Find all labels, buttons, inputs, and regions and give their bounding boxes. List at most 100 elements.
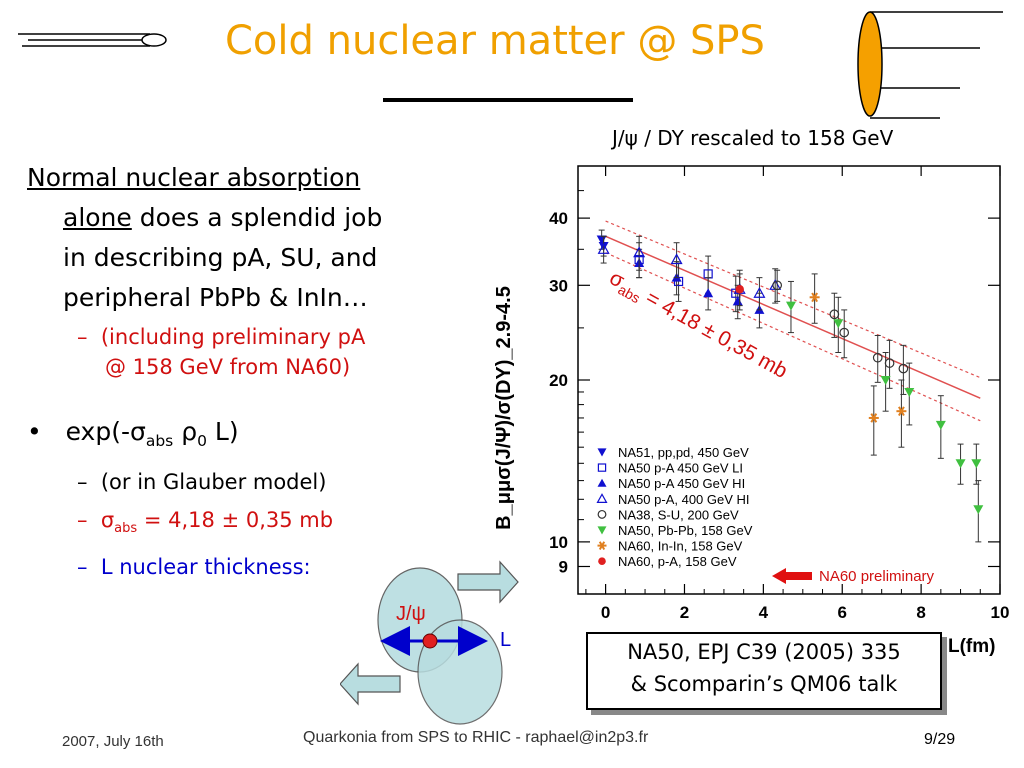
data-point (935, 420, 946, 430)
subbullet-text-4: L nuclear thickness: (100, 555, 311, 580)
data-point (955, 459, 966, 469)
data-point (839, 327, 850, 338)
data-point (633, 246, 646, 258)
fit-band-upper (605, 220, 981, 379)
sigma-value: = 4,18 ± 0,35 mb (137, 508, 334, 532)
dash-marker: – (77, 470, 88, 494)
data-point (833, 319, 844, 329)
data-point (809, 292, 820, 303)
fit-label: σabs = 4,18 ± 0,35 mb (604, 266, 791, 385)
legend-label: NA50 p-A, 400 GeV HI (618, 492, 750, 507)
underlined-text-2: alone (63, 203, 132, 232)
legend-marker (598, 557, 606, 566)
series-0 (596, 229, 609, 257)
nucleus-decoration-right (857, 11, 1003, 119)
footer-date: 2007, July 16th (62, 733, 164, 750)
data-point (596, 235, 607, 245)
sigma-sub: abs (114, 521, 138, 537)
bullet-marker: • (27, 417, 42, 446)
data-point (971, 459, 982, 469)
data-point (670, 253, 683, 265)
data-point (785, 301, 796, 311)
data-point (872, 352, 883, 363)
subbullet-thickness: – L nuclear thickness: (27, 552, 477, 582)
na60-arrow (772, 568, 812, 584)
reference-box: NA50, EPJ C39 (2005) 335 & Scomparin’s Q… (586, 632, 942, 710)
dash-marker: – (77, 325, 88, 349)
thickness-diagram: J/ψ L (340, 560, 519, 725)
legend-marker (596, 493, 608, 503)
y-axis-label: B_μμσ(J/Ψ)/σ(DY)_2.9-4.5 (493, 286, 515, 530)
fit-label-value: = 4,18 ± 0,35 mb (637, 283, 791, 383)
x-tick-label: 0 (601, 603, 610, 622)
data-point (904, 387, 915, 397)
na60-annotation-text: NA60 preliminary (819, 568, 935, 585)
legend-marker (597, 541, 607, 550)
legend-label: NA50 p-A 450 GeV HI (618, 476, 745, 491)
data-point (772, 280, 783, 291)
comet-decoration-left (18, 33, 167, 47)
legend-label: NA50 p-A 450 GeV LI (618, 461, 743, 476)
y-tick-label: 20 (549, 371, 568, 390)
jpsi-dot (422, 633, 438, 649)
y-tick-label: 40 (549, 209, 568, 228)
bullet-text-3: peripheral PbPb & InIn… (63, 283, 368, 312)
fit-band-lower (605, 252, 981, 422)
legend-label: NA38, S-U, 200 GeV (618, 507, 739, 522)
legend-label: NA60, p-A, 158 GeV (618, 554, 737, 569)
legend-label: NA51, pp,pd, 450 GeV (618, 445, 749, 460)
dash-marker: – (77, 508, 88, 532)
formula-post: L) (206, 417, 239, 446)
subbullet-sigma: – σabs = 4,18 ± 0,35 mb (27, 505, 477, 544)
data-point (703, 288, 714, 298)
decoration-graphics (18, 11, 1003, 119)
sigma-symbol: σ (100, 508, 115, 532)
legend-marker (597, 478, 607, 487)
dash-marker: – (77, 555, 88, 580)
legend-marker (597, 526, 607, 535)
data-point (597, 243, 610, 254)
subbullet-preliminary: – (including preliminary pA @ 158 GeV fr… (27, 322, 477, 382)
na60-annotation: NA60 preliminary (772, 568, 935, 585)
footer-center-text: Quarkonia from SPS to RHIC - raphael@in2… (303, 729, 649, 746)
reference-line-2: & Scomparin’s QM06 talk (630, 672, 898, 696)
data-point (753, 286, 766, 298)
legend-marker (597, 509, 607, 519)
subbullet-text-2: (or in Glauber model) (100, 470, 327, 494)
reference-line-1: NA50, EPJ C39 (2005) 335 (627, 640, 901, 664)
subbullet-text-1b: @ 158 GeV from NA60) (105, 355, 351, 379)
arrow-left-shape (340, 662, 401, 706)
series-5 (785, 280, 984, 543)
formula-mid: ρ (173, 417, 198, 446)
y-tick-label: 10 (549, 533, 568, 552)
jpsi-label: J/ψ (396, 603, 426, 625)
x-tick-label: 6 (838, 603, 847, 622)
legend-label: NA60, In-In, 158 GeV (618, 539, 743, 554)
title-underline (383, 98, 633, 102)
y-tick-label: 30 (549, 276, 568, 295)
x-tick-label: 4 (759, 603, 769, 622)
formula-pre: exp(-σ (65, 417, 146, 446)
series-7 (735, 269, 744, 311)
bullet-exp-formula: • exp(-σabs ρ0 L) (27, 412, 477, 461)
data-point (732, 296, 743, 306)
legend-marker (597, 463, 607, 472)
x-axis-label: L(fm) (948, 636, 995, 657)
legend-marker (597, 448, 607, 457)
bullet-list: Normal nuclear absorption alone does a s… (27, 158, 477, 582)
x-tick-label: 2 (680, 603, 689, 622)
x-tick-label: 10 (991, 603, 1010, 622)
y-tick-label: 9 (559, 557, 568, 576)
L-label: L (500, 629, 511, 651)
bullet-normal-absorption: Normal nuclear absorption alone does a s… (27, 158, 477, 318)
data-point (868, 413, 879, 423)
data-point (735, 284, 744, 294)
data-point (896, 406, 907, 417)
series-6 (809, 273, 907, 456)
subbullet-text-1a: (including preliminary pA (100, 325, 366, 349)
bullet-text-1: does a splendid job (131, 203, 383, 232)
slide-title: Cold nuclear matter @ SPS (225, 18, 765, 64)
page-number: 9/29 (924, 731, 956, 748)
plot-caption: J/ψ / DY rescaled to 158 GeV (612, 126, 894, 150)
